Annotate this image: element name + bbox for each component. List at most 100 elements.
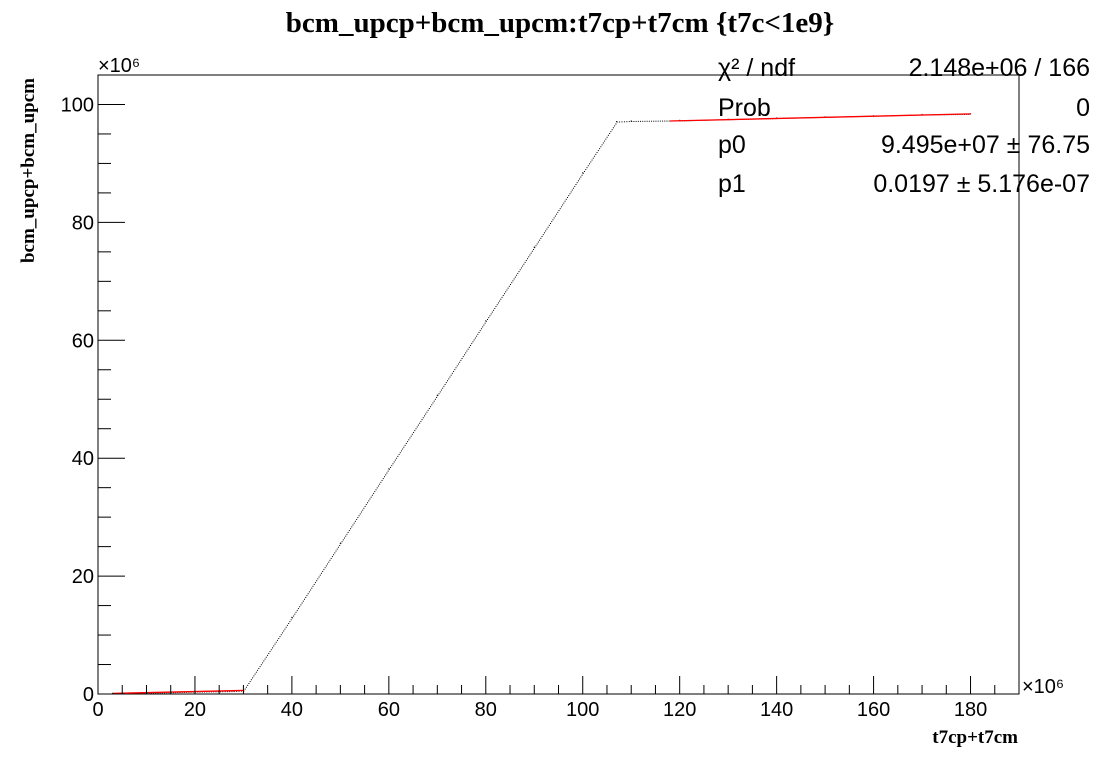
data-point [274,643,276,645]
data-point [664,120,666,122]
data-point [273,645,275,647]
data-point [373,492,375,494]
data-point [328,561,330,563]
data-point [454,369,456,371]
data-point [414,430,416,432]
data-point [155,692,157,694]
data-point [430,406,432,408]
data-point [312,585,314,587]
data-point [168,692,170,694]
data-point [601,144,603,146]
data-point [503,293,505,295]
x-tick-label: 60 [378,699,400,721]
data-point [580,176,582,178]
data-point [290,619,292,621]
data-point [408,439,410,441]
data-point [308,591,310,593]
data-point [545,230,547,232]
data-point [619,121,621,123]
data-point [453,370,455,372]
data-point [455,367,457,369]
data-point [439,391,441,393]
stat-label-p0: p0 [718,131,746,159]
data-point [489,315,491,317]
data-point [204,691,206,693]
data-marker [616,120,618,123]
data-point [433,400,435,402]
data-point [456,365,458,367]
data-point [422,417,424,419]
data-point [153,692,155,694]
data-point [582,172,584,174]
data-point [272,647,274,649]
data-point [419,422,421,424]
data-point [288,622,290,624]
data-point [476,335,478,337]
data-point [347,531,349,533]
data-point [249,681,251,683]
data-point [461,357,463,359]
data-point [485,320,487,322]
data-point [348,530,350,532]
data-point [600,146,602,148]
data-point [377,485,379,487]
data-point [575,184,577,185]
data-point [606,136,608,138]
data-point [615,123,617,125]
data-point [646,120,648,122]
data-point [531,250,533,252]
data-point [460,359,462,361]
data-point [304,598,306,600]
data-point [442,387,444,389]
data-point [597,150,599,152]
data-point [353,522,355,524]
data-point [666,120,668,122]
data-point [311,587,313,589]
data-point [346,533,348,535]
data-point [447,380,449,382]
data-point [482,326,484,328]
data-point [397,455,399,457]
data-point [307,593,309,595]
data-point [337,546,339,548]
y-tick-label: 20 [72,566,94,588]
data-point [402,448,404,450]
data-point [550,223,552,224]
data-point [546,228,548,230]
y-tick-label: 100 [61,94,94,116]
y-tick-label: 80 [72,212,94,234]
x-axis-title: t7cp+t7cm [932,727,1018,748]
data-point [537,241,539,243]
data-point [320,572,322,574]
data-point [314,582,316,584]
data-point [511,282,513,284]
y-tick-label: 60 [72,330,94,352]
data-point [587,165,589,167]
fit-stats-box: χ² / ndf 2.148e+06 / 166 Prob 0 p0 9.495… [718,54,1090,198]
data-point [490,313,492,315]
data-point [423,415,425,417]
data-point [336,548,338,550]
data-point [583,170,585,172]
data-point [432,402,434,404]
data-point [339,544,341,546]
data-point [421,419,423,421]
stat-value-prob: 0 [1076,94,1090,122]
data-point [488,317,490,319]
data-point [547,226,549,228]
data-point [405,443,407,445]
data-point [570,191,572,193]
data-point [301,602,303,604]
data-point [592,157,594,159]
data-point [267,654,269,656]
data-point [640,120,642,122]
data-point [380,481,382,483]
x-tick-label: 0 [92,699,103,721]
data-point [294,613,296,615]
data-point [530,252,532,254]
data-point [394,459,396,461]
data-point [255,671,257,673]
y-axis: 0 20 40 60 80 100 [61,74,125,706]
data-point [381,479,383,481]
data-point [535,245,537,247]
